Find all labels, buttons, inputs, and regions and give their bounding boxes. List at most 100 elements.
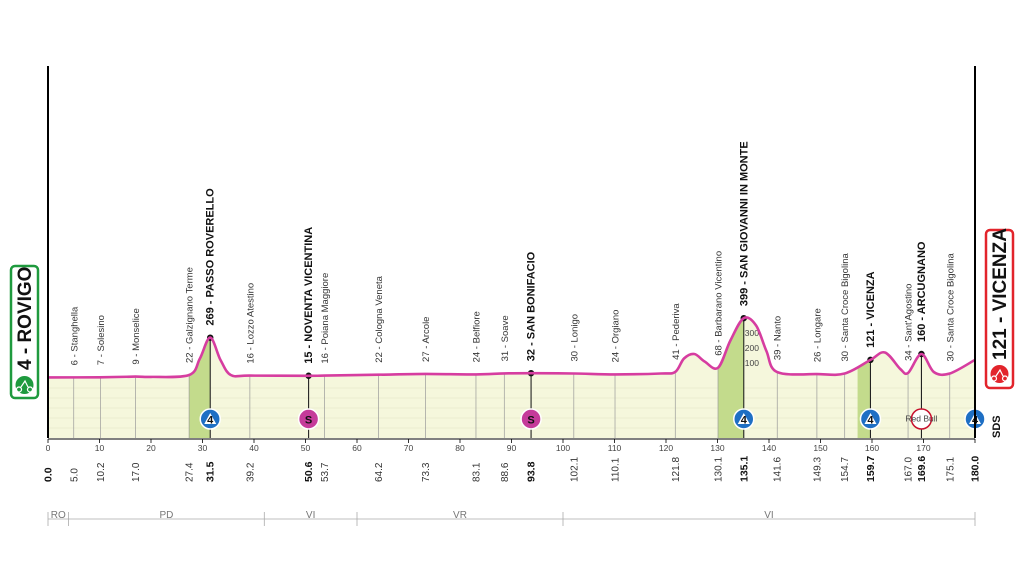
place-km-label: 149.3 — [812, 457, 823, 482]
place-km-label: 154.7 — [840, 457, 851, 482]
place-label: 9 - Monselice — [131, 308, 142, 365]
place-label: 399 - SAN GIOVANNI IN MONTE — [738, 141, 750, 306]
altitude-scale-label: 100 — [745, 358, 759, 368]
place-km-label: 175.1 — [945, 457, 956, 482]
place-label: 41 - Pederiva — [671, 303, 682, 360]
x-tick-label: 150 — [813, 443, 827, 453]
place-label: 26 - Longare — [812, 308, 823, 362]
x-tick-label: 100 — [556, 443, 570, 453]
place-km-label: 17.0 — [131, 462, 142, 482]
x-tick-label: 70 — [404, 443, 414, 453]
place-label: 22 - Cologna Veneta — [374, 275, 385, 362]
place-label: 160 - ARCUGNANO — [916, 241, 928, 342]
sprint-badge — [297, 408, 320, 430]
place-km-label: 93.8 — [526, 461, 538, 482]
altitude-scale-label: 200 — [745, 343, 759, 353]
start-cyclist-icon — [15, 376, 34, 394]
profile-line-layer — [47, 316, 976, 379]
x-tick-label: 20 — [146, 443, 156, 453]
x-tick-label: 110 — [608, 443, 622, 453]
climb-cat-text: 4 — [867, 415, 874, 427]
place-label: 30 - Santa Croce Bigolina — [840, 253, 851, 362]
place-label: 30 - Lonigo — [569, 314, 580, 362]
x-tick-label: 40 — [249, 443, 259, 453]
place-km-label: 159.7 — [865, 456, 877, 482]
place-label: 32 - SAN BONIFACIO — [526, 251, 538, 361]
place-label: 24 - Orgiano — [611, 310, 622, 363]
x-tick-label: 0 — [46, 443, 51, 453]
place-label: 121 - VICENZA — [865, 271, 877, 347]
mountain-icon — [864, 413, 877, 424]
finish-bike-glyph — [990, 368, 1009, 382]
place-label: 24 - Belfiore — [471, 311, 482, 362]
finish-km-label: 180.0 — [970, 456, 982, 482]
province-bar: RO PD VI VR VI — [47, 510, 976, 526]
altitude-scale-label: 300 — [745, 328, 759, 338]
place-km-label: 53.7 — [320, 462, 331, 482]
bonus-sprint-badge — [910, 408, 933, 430]
x-tick-label: 90 — [507, 443, 517, 453]
x-tick-label: 30 — [198, 443, 208, 453]
finish-badge-label: SDS — [991, 415, 1003, 438]
place-label: 7 - Solesino — [96, 315, 107, 365]
place-km-label: 5.0 — [69, 468, 80, 482]
place-label: 6 - Stanghella — [69, 306, 80, 365]
x-tick-label: 170 — [916, 443, 930, 453]
start-km-label: 0.0 — [43, 467, 55, 482]
finish-label: 121 - VICENZA — [990, 228, 1011, 360]
mountain-icon — [204, 413, 217, 424]
place-label: 15 - NOVENTA VICENTINA — [303, 227, 315, 364]
place-label: 30 - Santa Croce Bigolina — [945, 253, 956, 362]
province-label: VR — [453, 510, 467, 521]
climb-cat-text: 4 — [207, 415, 214, 427]
place-label: 269 - PASSO ROVERELLO — [205, 188, 217, 326]
place-marker-layer: 6 - Stanghella 7 - Solesino 9 - Monselice 2… — [69, 141, 956, 438]
place-km-label: 121.8 — [671, 457, 682, 482]
place-km-label: 39.2 — [245, 462, 256, 482]
province-label: VI — [764, 510, 773, 521]
x-axis: 0 10 20 30 40 50 60 70 80 90 100 110 120 130 140 150 160… — [46, 438, 976, 453]
place-label: 16 - Lozzo Atestino — [245, 283, 256, 364]
cumulative-km-row: 5.0 10.2 17.0 27.4 31.5 39.2 50.6 53.7 64.2 73.3 8… — [43, 456, 982, 482]
place-km-label: 73.3 — [421, 462, 432, 482]
place-km-label: 31.5 — [205, 461, 217, 482]
place-km-label: 27.4 — [185, 462, 196, 482]
place-km-label: 50.6 — [303, 461, 315, 482]
x-tick-label: 130 — [710, 443, 724, 453]
start-box — [9, 264, 40, 400]
place-km-label: 64.2 — [374, 462, 385, 482]
finish-box — [984, 228, 1015, 390]
sprint-badge — [520, 408, 542, 430]
x-tick-label: 50 — [301, 443, 311, 453]
place-km-label: 141.6 — [773, 457, 784, 482]
place-km-label: 83.1 — [471, 462, 482, 482]
province-label: VI — [306, 510, 315, 521]
sprint-text: S — [305, 415, 312, 427]
start-marker: 4 - ROVIGO — [9, 66, 49, 438]
bonus-sprint-text: Red Bull — [905, 414, 937, 424]
x-tick-label: 60 — [352, 443, 362, 453]
x-tick-label: 10 — [95, 443, 105, 453]
place-label: 16 - Poiana Maggiore — [320, 273, 331, 364]
x-tick-label: 160 — [865, 443, 879, 453]
profile-line — [47, 316, 976, 379]
place-km-label: 167.0 — [904, 457, 915, 482]
place-km-label: 169.6 — [916, 456, 928, 482]
mountain-icon — [737, 413, 750, 424]
x-tick-label: 80 — [455, 443, 465, 453]
place-km-label: 10.2 — [96, 462, 107, 482]
place-label: 34 - Sant'Agostino — [904, 284, 915, 361]
x-tick-label: 120 — [659, 443, 673, 453]
place-label: 27 - Arcole — [421, 317, 432, 362]
place-km-label: 135.1 — [738, 456, 750, 482]
place-km-label: 130.1 — [714, 457, 725, 482]
province-label: RO — [51, 510, 66, 521]
x-tick-label: 140 — [762, 443, 776, 453]
place-label: 31 - Soave — [500, 315, 511, 361]
province-label: PD — [159, 510, 173, 521]
start-label: 4 - ROVIGO — [15, 267, 36, 370]
climb-highlight-layer: 300 200 100 — [189, 317, 871, 438]
start-bike-glyph — [15, 379, 34, 393]
